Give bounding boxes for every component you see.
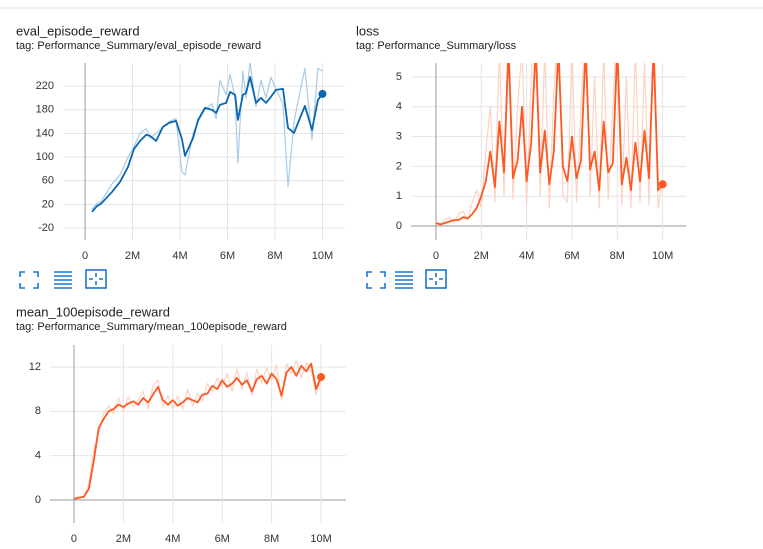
toggle-log-button[interactable] — [54, 271, 72, 289]
y-tick-label: 4 — [396, 101, 402, 113]
x-tick-label: 6M — [564, 250, 579, 262]
y-tick-label: 2 — [396, 160, 402, 172]
y-tick-label: 20 — [42, 198, 54, 210]
y-tick-label: 100 — [36, 151, 54, 163]
x-tick-label: 4M — [172, 250, 187, 262]
series-line — [435, 63, 664, 226]
x-tick-label: 4M — [165, 533, 180, 545]
x-tick-label: 10M — [652, 250, 673, 262]
y-tick-label: 60 — [42, 175, 54, 187]
chart-title: mean_100episode_reward — [16, 304, 170, 319]
y-tick-label: 12 — [29, 361, 41, 373]
fullscreen-button[interactable] — [366, 271, 386, 289]
x-tick-label: 0 — [71, 533, 77, 545]
y-tick-label: 180 — [36, 104, 54, 116]
chart-tag: tag: Performance_Summary/eval_episode_re… — [16, 40, 261, 52]
y-tick-label: 1 — [396, 190, 402, 202]
x-tick-label: 4M — [519, 250, 534, 262]
toggle-log-button[interactable] — [395, 271, 413, 289]
last-point — [318, 89, 327, 98]
fullscreen-button[interactable] — [19, 271, 39, 289]
fit-domain-button[interactable] — [425, 269, 447, 289]
x-tick-label: 8M — [610, 250, 625, 262]
last-point — [658, 180, 667, 189]
chart-title: eval_episode_reward — [16, 23, 140, 38]
series-line — [91, 63, 323, 210]
x-tick-label: 2M — [116, 533, 131, 545]
y-tick-label: 3 — [396, 131, 402, 143]
chart-tag: tag: Performance_Summary/loss — [356, 40, 517, 52]
y-tick-label: 140 — [36, 127, 54, 139]
last-point — [317, 372, 326, 381]
x-tick-label: 6M — [220, 250, 235, 262]
x-tick-label: 2M — [474, 250, 489, 262]
y-tick-label: -20 — [38, 222, 54, 234]
series-line — [91, 76, 324, 213]
series-line — [73, 362, 322, 500]
x-tick-label: 2M — [125, 250, 140, 262]
plot — [435, 63, 664, 226]
x-tick-label: 6M — [215, 533, 230, 545]
y-tick-label: 0 — [396, 220, 402, 232]
series-line — [435, 63, 664, 226]
y-tick-label: 5 — [396, 71, 402, 83]
chart-tag: tag: Performance_Summary/mean_100episode… — [16, 321, 287, 333]
y-tick-label: 0 — [35, 494, 41, 506]
chart-2-toolbar — [366, 269, 447, 289]
x-tick-label: 8M — [267, 250, 282, 262]
chart-title: loss — [356, 23, 380, 38]
x-tick-label: 0 — [82, 250, 88, 262]
y-tick-label: 4 — [35, 450, 41, 462]
x-tick-label: 10M — [310, 533, 331, 545]
x-tick-label: 8M — [264, 533, 279, 545]
plot — [91, 63, 324, 213]
fit-domain-button[interactable] — [85, 269, 107, 289]
chart-1-toolbar — [19, 269, 107, 289]
y-tick-label: 220 — [36, 80, 54, 92]
x-tick-label: 0 — [433, 250, 439, 262]
y-tick-label: 8 — [35, 405, 41, 417]
x-tick-label: 10M — [312, 250, 333, 262]
plot — [73, 359, 322, 500]
